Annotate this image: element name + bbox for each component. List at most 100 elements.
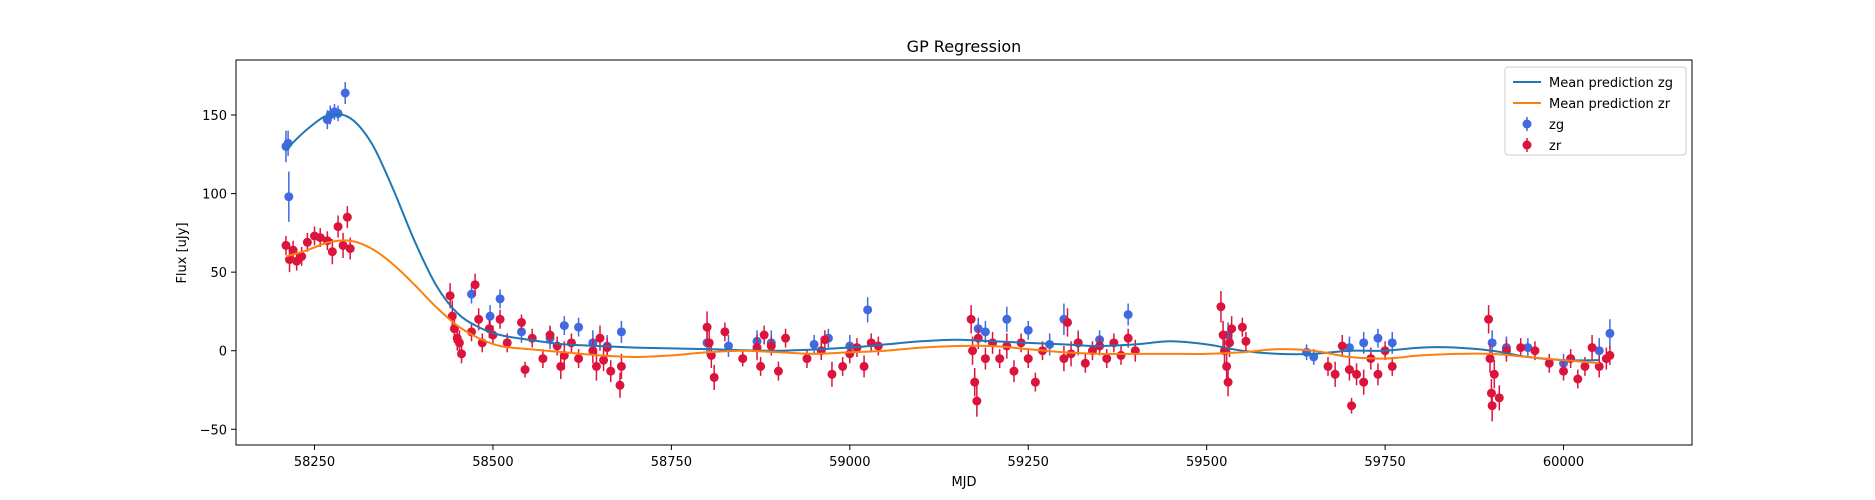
point-zr-124 <box>1559 366 1569 376</box>
point-zr-37 <box>574 354 584 364</box>
x-tick-label-58250: 58250 <box>294 455 335 470</box>
point-zr-50 <box>720 327 730 337</box>
point-zg-10 <box>495 294 505 304</box>
point-zr-73 <box>980 354 990 364</box>
y-axis: −50 0 50 100 150 <box>200 109 236 438</box>
point-zr-65 <box>859 361 869 371</box>
point-zg-11 <box>516 327 526 337</box>
point-zr-94 <box>1216 302 1226 312</box>
point-zg-14 <box>574 322 584 332</box>
point-zr-63 <box>845 349 855 359</box>
y-tick-label-50: 50 <box>210 266 227 281</box>
point-zr-5 <box>302 237 312 247</box>
x-tick-label-59750: 59750 <box>1364 455 1405 470</box>
point-zr-14 <box>445 291 455 301</box>
point-zg-34 <box>1123 310 1133 320</box>
point-zr-98 <box>1223 377 1233 387</box>
point-zr-42 <box>602 343 612 353</box>
data-layer <box>281 82 1615 422</box>
point-zr-56 <box>773 366 783 376</box>
point-zg-39 <box>1359 338 1369 348</box>
x-tick-label-59000: 59000 <box>829 455 870 470</box>
point-zr-91 <box>1116 350 1126 360</box>
point-zr-62 <box>838 361 848 371</box>
point-zr-10 <box>333 222 343 232</box>
point-zg-9 <box>485 311 495 321</box>
point-zr-57 <box>781 333 791 343</box>
legend-box <box>1504 66 1687 156</box>
x-tick-label-58500: 58500 <box>472 455 513 470</box>
point-zg-25 <box>863 305 873 315</box>
point-zr-131 <box>1605 350 1615 360</box>
point-zr-119 <box>1494 393 1504 403</box>
point-zr-126 <box>1573 374 1583 384</box>
point-zr-58 <box>802 354 812 364</box>
x-tick-label-59500: 59500 <box>1186 455 1227 470</box>
point-zr-92 <box>1123 333 1133 343</box>
legend-label-zg: zg <box>1549 118 1564 133</box>
legend-label-zr: zr <box>1549 139 1562 154</box>
point-zr-0 <box>281 240 291 250</box>
point-zr-27 <box>502 338 512 348</box>
point-zr-122 <box>1530 346 1540 356</box>
point-zr-118 <box>1489 369 1499 379</box>
point-zr-86 <box>1080 358 1090 368</box>
point-zg-22 <box>809 339 819 349</box>
point-zr-97 <box>1222 361 1232 371</box>
point-zg-46 <box>1594 346 1604 356</box>
y-tick-label-0: 0 <box>219 345 227 360</box>
point-zg-17 <box>616 327 626 337</box>
point-zr-22 <box>474 314 484 324</box>
point-zg-8 <box>467 289 477 299</box>
point-zr-31 <box>538 354 548 364</box>
point-zr-102 <box>1241 336 1251 346</box>
point-zr-101 <box>1237 322 1247 332</box>
point-zr-51 <box>738 354 748 364</box>
point-zr-77 <box>1009 366 1019 376</box>
plot-area-frame <box>235 59 1693 446</box>
point-zr-48 <box>706 350 716 360</box>
y-tick-label-150: 150 <box>202 109 227 124</box>
point-zr-61 <box>827 369 837 379</box>
point-zr-100 <box>1227 324 1237 334</box>
point-zr-11 <box>338 240 348 250</box>
point-zr-111 <box>1373 369 1383 379</box>
x-axis-label: MJD <box>951 475 976 490</box>
point-zr-82 <box>1059 354 1069 364</box>
point-zg-40 <box>1373 333 1383 343</box>
point-zr-108 <box>1352 369 1362 379</box>
point-zr-113 <box>1387 361 1397 371</box>
y-tick-label-100: 100 <box>202 188 227 203</box>
point-zr-105 <box>1337 341 1347 351</box>
point-zr-1 <box>285 255 295 265</box>
point-zr-95 <box>1218 330 1228 340</box>
x-tick-label-59250: 59250 <box>1008 455 1049 470</box>
point-zr-69 <box>968 346 978 356</box>
point-zr-83 <box>1062 317 1072 327</box>
point-zg-44 <box>1523 343 1533 353</box>
point-zr-115 <box>1485 354 1495 364</box>
chart-title: GP Regression <box>907 37 1022 56</box>
point-zr-114 <box>1484 314 1494 324</box>
point-zr-89 <box>1102 354 1112 364</box>
point-zr-99 <box>1225 338 1235 348</box>
x-tick-label-60000: 60000 <box>1543 455 1584 470</box>
point-zr-55 <box>766 341 776 351</box>
point-zr-79 <box>1023 354 1033 364</box>
point-zr-107 <box>1347 401 1357 411</box>
point-zr-29 <box>520 365 530 375</box>
point-zr-121 <box>1516 343 1526 353</box>
point-zr-70 <box>970 377 980 387</box>
point-zr-45 <box>616 361 626 371</box>
y-tick-label--50: −50 <box>200 423 227 438</box>
point-zr-19 <box>457 349 467 359</box>
point-zg-19 <box>723 341 733 351</box>
legend-label-mean-zr: Mean prediction zr <box>1549 97 1671 112</box>
y-axis-label: Flux [uJy] <box>175 222 190 283</box>
point-zr-80 <box>1030 377 1040 387</box>
point-zg-42 <box>1487 338 1497 348</box>
point-zg-28 <box>1002 314 1012 324</box>
point-zr-103 <box>1323 361 1333 371</box>
point-zr-46 <box>702 322 712 332</box>
point-zg-41 <box>1387 338 1397 348</box>
